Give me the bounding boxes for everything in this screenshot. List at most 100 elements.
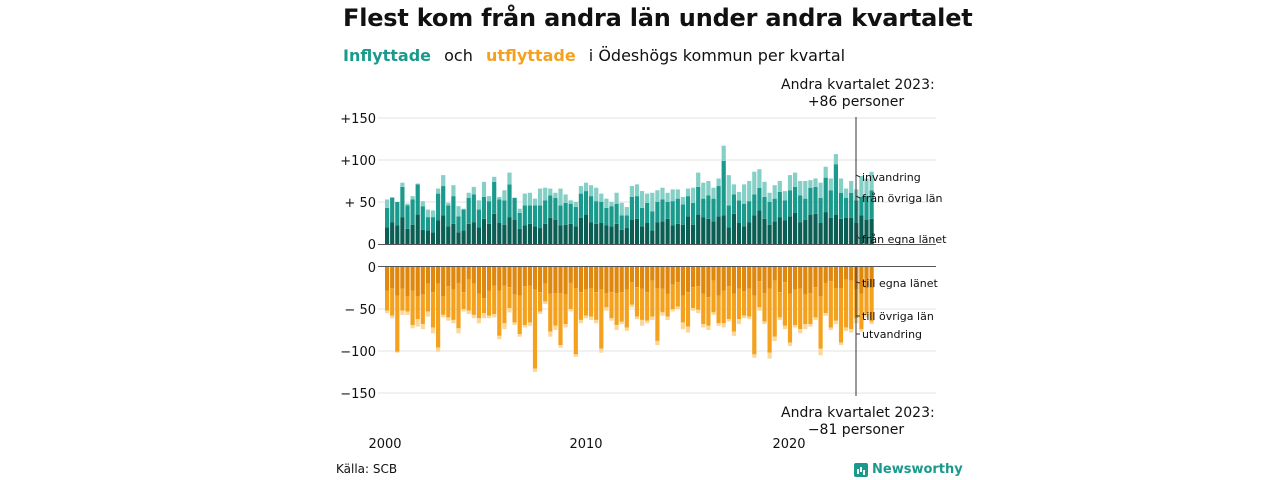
subtitle-och: och — [444, 46, 473, 65]
source-text: Källa: SCB — [336, 462, 398, 476]
bar-in-2 — [833, 154, 838, 165]
bar-in-0 — [869, 218, 874, 244]
bar-in-1 — [691, 202, 696, 225]
bar-in-2 — [563, 194, 568, 203]
bar-in-2 — [430, 210, 436, 218]
bar-out-2 — [711, 312, 716, 315]
bar-out-0 — [466, 267, 471, 280]
bar-out-1 — [660, 288, 665, 313]
bar-in-1 — [594, 201, 599, 224]
bar-out-2 — [706, 325, 711, 330]
bar-out-0 — [578, 267, 583, 293]
bar-out-0 — [803, 267, 808, 295]
bar-out-0 — [711, 267, 716, 281]
bar-in-0 — [553, 219, 558, 244]
bar-in-2 — [507, 172, 512, 185]
bar-in-2 — [711, 187, 716, 199]
bar-out-1 — [476, 293, 481, 319]
bar-out-2 — [512, 322, 517, 325]
bar-in-0 — [390, 222, 395, 244]
bar-out-0 — [767, 267, 772, 289]
bar-in-2 — [629, 186, 634, 197]
bar-in-1 — [838, 192, 844, 219]
bar-in-1 — [634, 196, 640, 219]
bar-in-1 — [833, 164, 838, 215]
bar-in-0 — [522, 225, 527, 244]
bar-out-2 — [599, 348, 604, 353]
bar-in-0 — [665, 218, 670, 244]
bar-out-0 — [762, 267, 767, 294]
bar-in-1 — [441, 186, 446, 216]
bar-in-2 — [415, 183, 420, 185]
bar-in-0 — [507, 217, 512, 244]
bar-in-0 — [532, 226, 538, 244]
bar-out-0 — [619, 267, 624, 293]
bar-in-1 — [430, 217, 436, 233]
bar-out-2 — [838, 342, 844, 346]
bar-out-0 — [420, 267, 425, 295]
bar-out-1 — [619, 292, 624, 322]
bar-out-2 — [385, 310, 390, 314]
bar-in-0 — [726, 227, 731, 244]
bar-out-2 — [573, 354, 578, 357]
bar-out-2 — [543, 301, 548, 304]
bar-in-0 — [481, 218, 487, 244]
bar-in-0 — [415, 214, 420, 244]
bar-in-0 — [568, 223, 573, 244]
bar-out-0 — [634, 267, 640, 288]
bar-in-0 — [385, 227, 390, 244]
bar-in-1 — [762, 196, 767, 219]
bar-out-0 — [604, 267, 609, 294]
bar-in-0 — [400, 217, 405, 244]
bar-out-1 — [629, 282, 634, 305]
bar-out-1 — [833, 288, 838, 321]
bar-out-1 — [446, 286, 451, 318]
bar-in-0 — [573, 226, 578, 244]
bar-out-1 — [823, 282, 828, 314]
bar-in-2 — [548, 188, 553, 196]
bar-out-1 — [558, 293, 563, 346]
bar-in-1 — [497, 199, 502, 223]
bar-in-2 — [481, 181, 487, 197]
bar-in-1 — [767, 202, 772, 225]
bar-in-1 — [532, 205, 538, 227]
bar-out-2 — [558, 345, 563, 348]
bar-in-1 — [660, 199, 665, 222]
bar-in-1 — [553, 197, 558, 220]
y-tick-label: −100 — [340, 345, 376, 360]
bar-out-0 — [640, 267, 645, 289]
bar-out-1 — [634, 287, 640, 317]
bar-out-1 — [563, 294, 568, 325]
bar-out-2 — [532, 368, 538, 372]
bar-in-1 — [476, 209, 481, 228]
y-tick-label: 0 — [368, 261, 376, 276]
bar-out-0 — [736, 267, 742, 289]
bar-out-0 — [568, 267, 573, 283]
bar-out-0 — [655, 267, 660, 288]
bar-in-1 — [451, 196, 456, 224]
bar-in-0 — [563, 224, 568, 244]
bar-out-0 — [390, 267, 395, 288]
bar-out-0 — [446, 267, 451, 287]
bar-out-1 — [624, 289, 629, 328]
bar-in-2 — [385, 199, 390, 208]
bar-in-0 — [502, 224, 507, 244]
bar-out-0 — [747, 267, 752, 289]
bar-in-1 — [461, 209, 466, 231]
bar-in-1 — [390, 197, 395, 223]
bar-in-2 — [757, 169, 762, 188]
bar-in-1 — [543, 200, 548, 224]
bar-in-0 — [696, 214, 701, 244]
bar-out-2 — [696, 309, 701, 314]
bar-out-2 — [665, 316, 670, 320]
bar-out-1 — [757, 281, 762, 308]
bar-out-0 — [456, 267, 461, 283]
bar-in-0 — [685, 216, 691, 244]
bar-out-2 — [410, 324, 415, 329]
bar-in-0 — [706, 218, 711, 244]
bar-in-1 — [844, 197, 849, 218]
bar-in-0 — [803, 219, 808, 244]
bar-in-2 — [742, 184, 747, 204]
bar-out-2 — [502, 323, 507, 330]
bar-out-0 — [451, 267, 456, 290]
